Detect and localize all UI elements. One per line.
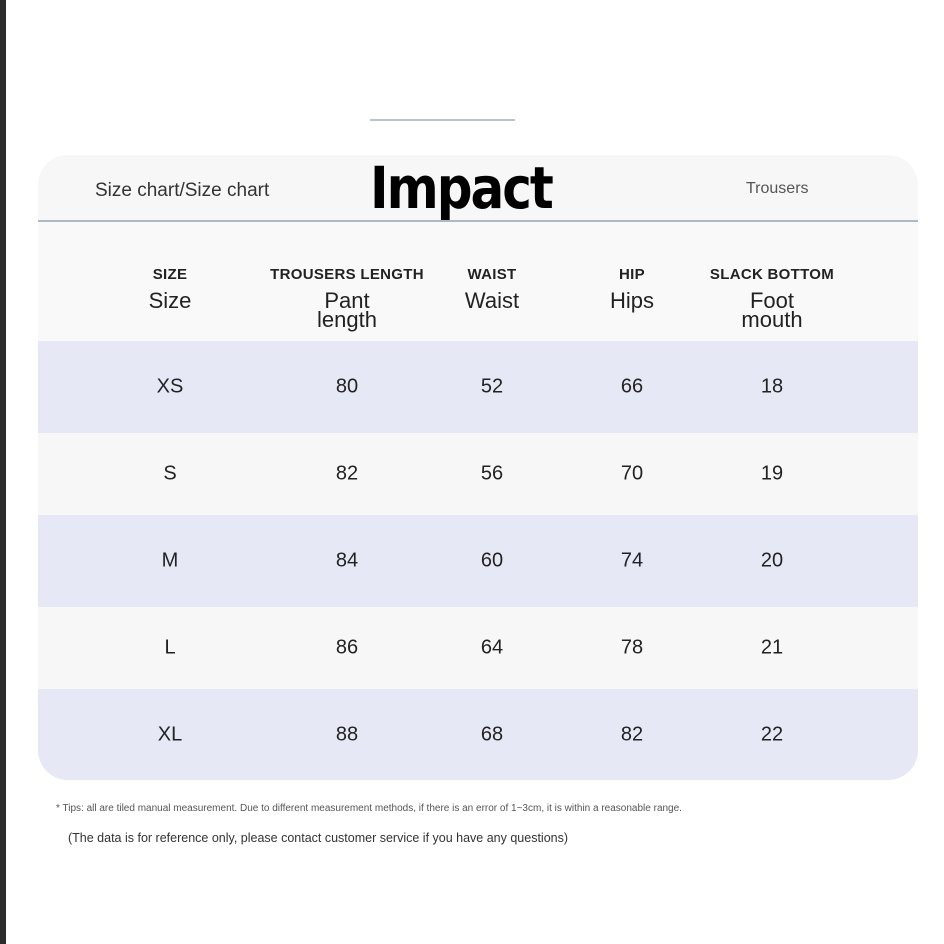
column-subtitle: Waist	[464, 288, 520, 313]
table-cell: 64	[480, 636, 504, 659]
column-title: HIP	[619, 266, 645, 283]
table-cell: 82	[335, 462, 359, 485]
table-cell: XS	[156, 375, 184, 398]
table-row: XS 80 52 66 18	[38, 341, 918, 433]
column-title: SLACK BOTTOM	[709, 266, 835, 283]
brand-title: Impact	[370, 155, 554, 222]
table-cell: M	[161, 549, 179, 572]
column-subtitle: Foot mouth	[741, 288, 803, 332]
disclaimer-text: (The data is for reference only, please …	[68, 831, 569, 845]
table-cell: 84	[335, 549, 359, 572]
table-cell: 74	[620, 549, 644, 572]
divider	[370, 119, 515, 121]
column-header-row: SIZE Size TROUSERS LENGTH Pant length WAIST W…	[38, 222, 918, 341]
column-title: TROUSERS LENGTH	[270, 266, 424, 283]
edge-bar	[0, 0, 6, 944]
table-cell: 80	[335, 375, 359, 398]
table-cell: 88	[335, 723, 359, 745]
table-cell: 86	[335, 636, 359, 659]
table-cell: 68	[480, 723, 504, 745]
column-title: WAIST	[467, 266, 517, 283]
table-cell: 22	[760, 723, 784, 745]
table-row: L 86 64 78 21	[38, 607, 918, 689]
column-subtitle: Size	[148, 288, 192, 313]
table-cell: 56	[480, 462, 504, 485]
table-cell: 60	[480, 549, 504, 572]
table-cell: 52	[480, 375, 504, 398]
table-cell: S	[163, 462, 177, 485]
table-cell: 21	[760, 636, 784, 659]
table-cell: 70	[620, 462, 644, 485]
table-row: S 82 56 70 19	[38, 433, 918, 515]
tip-text: * Tips: all are tiled manual measurement…	[56, 803, 682, 814]
column-header: SLACK BOTTOM Foot mouth	[687, 266, 857, 332]
size-card: Size chart/Size chart Impact Trousers SI…	[38, 155, 918, 780]
header-rule	[38, 220, 918, 222]
column-subtitle: Hips	[609, 288, 654, 313]
table-cell: 19	[760, 462, 784, 485]
table-cell: L	[164, 636, 176, 659]
table-cell: 18	[760, 375, 784, 398]
table-cell: XL	[157, 723, 183, 745]
column-header: WAIST Waist	[407, 266, 577, 313]
table-cell: 66	[620, 375, 644, 398]
table-cell: 82	[620, 723, 644, 745]
column-subtitle: Pant length	[317, 288, 377, 332]
column-header: HIP Hips	[547, 266, 717, 313]
table-row: XL 88 68 82 22	[38, 689, 918, 780]
table-cell: 78	[620, 636, 644, 659]
table-cell: 20	[760, 549, 784, 572]
column-header: TROUSERS LENGTH Pant length	[262, 266, 432, 332]
category-label: Trousers	[746, 180, 809, 197]
header-label: Size chart/Size chart	[95, 180, 270, 201]
column-title: SIZE	[152, 266, 188, 283]
column-header: SIZE Size	[85, 266, 255, 313]
table-row: M 84 60 74 20	[38, 515, 918, 607]
